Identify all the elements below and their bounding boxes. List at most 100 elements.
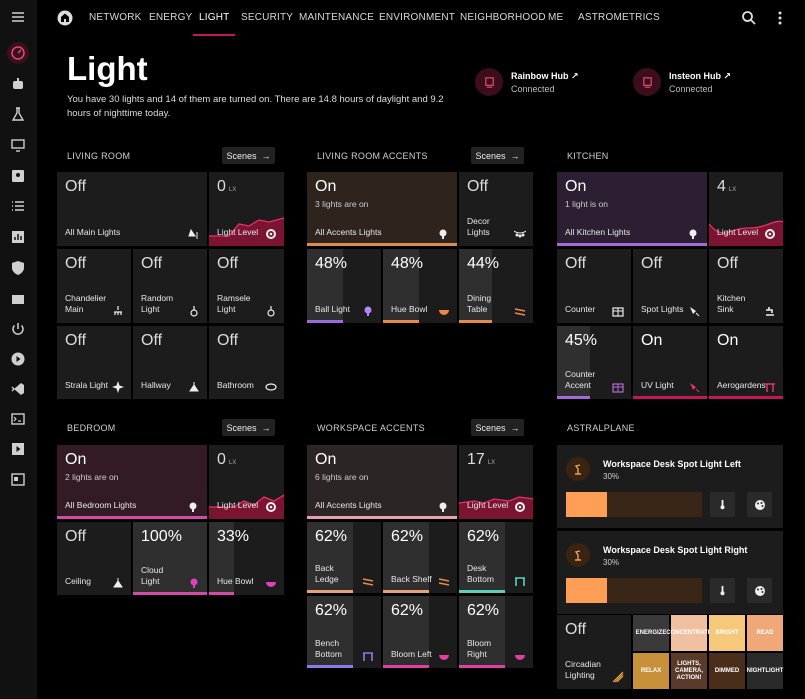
scene-relax[interactable]: RELAX [633,653,669,689]
strala-light-tile[interactable]: Off Strala Light [57,326,131,399]
kitchen-sink-tile[interactable]: Off Kitchen Sink [709,249,783,323]
power-icon[interactable] [7,318,29,340]
counter-tile[interactable]: Off Counter [557,249,631,323]
chandelier-main-tile[interactable]: Off Chandelier Main [57,249,131,323]
spot-light-left-card[interactable]: Workspace Desk Spot Light Left 30% [557,445,783,528]
scenes-button[interactable]: Scenes → [222,419,275,436]
hue-bowl-tile[interactable]: 48% Hue Bowl [383,249,457,323]
chart-box-icon[interactable] [7,226,29,248]
bathroom-tile[interactable]: Off Bathroom [209,326,284,399]
list-icon[interactable] [7,195,29,217]
spot-lights-tile[interactable]: Off Spot Lights [633,249,707,323]
play-circle-icon[interactable] [7,348,29,370]
ramsele-light-tile[interactable]: Off Ramsele Light [209,249,284,323]
led-strip-icon [362,574,374,586]
decor-lights-tile[interactable]: Off Decor Lights [459,172,533,246]
hacs-icon[interactable] [7,288,29,310]
brightness-slider[interactable] [566,578,702,603]
brightness-fill [459,596,505,668]
scenes-button[interactable]: Scenes → [471,147,524,164]
scene-energize[interactable]: ENERGIZE [633,615,669,651]
settings-icon[interactable] [265,227,277,239]
circadian-lighting-tile[interactable]: Off Circadian Lighting [557,615,631,689]
all-accents-lights-tile[interactable]: On 3 lights are on All Accents Lights [307,172,457,246]
tile-state: 48% [315,255,348,272]
brightness-slider[interactable] [566,492,702,517]
workspace-all-accents-tile[interactable]: On 6 lights are on All Accents Lights [307,445,457,519]
bloom-left-tile[interactable]: 62% Bloom Left [383,596,457,668]
tab-network[interactable]: NETWORK [89,12,142,23]
all-kitchen-lights-tile[interactable]: On 1 light is on All Kitchen Lights [557,172,707,246]
robot-icon[interactable] [7,73,29,95]
color-temperature-button[interactable] [710,492,735,517]
more-vertical-icon[interactable] [771,9,789,27]
uv-light-tile[interactable]: On UV Light [633,326,707,399]
back-ledge-tile[interactable]: 62% Back Ledge [307,522,381,593]
tab-environment[interactable]: ENVIRONMENT [379,12,456,23]
tab-astrometrics[interactable]: ASTROMETRICS [578,12,660,23]
bench-bottom-tile[interactable]: 62% Bench Bottom [307,596,381,668]
calendar-icon[interactable] [7,468,29,490]
bedroom-hue-bowl-tile[interactable]: 33% Hue Bowl [209,522,284,595]
back-shelf-tile[interactable]: 62% Back Shelf [383,522,457,593]
desk-lamp-icon [566,543,590,567]
settings-icon[interactable] [764,227,776,239]
monitor-icon[interactable] [7,134,29,156]
brightness-bar [459,590,505,593]
ceiling-tile[interactable]: Off Ceiling [57,522,131,595]
spot-light-right-card[interactable]: Workspace Desk Spot Light Right 30% [557,531,783,614]
all-bedroom-lights-tile[interactable]: On 2 lights are on All Bedroom Lights [57,445,207,519]
palette-button[interactable] [747,492,772,517]
workspace-light-level-tile[interactable]: 17 LX Light Level [459,445,533,519]
section-title-living-room: LIVING ROOM [67,151,131,161]
menu-icon[interactable] [7,6,29,28]
scenes-label: Scenes [475,150,506,161]
tab-security[interactable]: SECURITY [241,12,294,23]
terminal-icon[interactable] [7,408,29,430]
light-level-tile[interactable]: 0 LX Light Level [209,172,284,246]
vscode-icon[interactable] [7,378,29,400]
search-icon[interactable] [740,9,758,27]
settings-icon[interactable] [265,500,277,512]
all-main-lights-tile[interactable]: Off All Main Lights [57,172,207,246]
scene-dimmed[interactable]: DIMMED [709,653,745,689]
tile-state: Off [565,621,587,638]
counter-accent-tile[interactable]: 45% Counter Accent [557,326,631,399]
speedometer-icon[interactable] [7,42,29,64]
tile-label: Bloom Left [391,649,432,659]
account-box-icon[interactable] [7,165,29,187]
scenes-button[interactable]: Scenes → [222,147,275,164]
play-box-icon[interactable] [7,438,29,460]
cloud-light-tile[interactable]: 100% Cloud Light [133,522,207,595]
color-temperature-button[interactable] [710,578,735,603]
tile-label: All Kitchen Lights [565,227,631,237]
scene-bright[interactable]: BRIGHT [709,615,745,651]
desk-bottom-tile[interactable]: 62% Desk Bottom [459,522,533,593]
bloom-right-tile[interactable]: 62% Bloom Right [459,596,533,668]
scene-lights-camera-action[interactable]: LIGHTS, CAMERA, ACTION! [671,653,707,689]
shield-check-icon[interactable] [7,257,29,279]
home-icon[interactable] [56,9,74,27]
palette-button[interactable] [747,578,772,603]
tab-light[interactable]: LIGHT [192,0,237,36]
hallway-tile[interactable]: Off Hallway [133,326,207,399]
tab-me[interactable]: ME [548,12,564,23]
flask-icon[interactable] [7,103,29,125]
scenes-label: Scenes [475,422,506,433]
tab-neighborhood[interactable]: NEIGHBORHOOD [460,12,546,23]
bedroom-light-level-tile[interactable]: 0 LX Light Level [209,445,284,519]
scene-concentrate[interactable]: CONCENTRATE [666,615,712,651]
scenes-button[interactable]: Scenes → [471,419,524,436]
random-light-tile[interactable]: Off Random Light [133,249,207,323]
tab-maintenance[interactable]: MAINTENANCE [299,12,374,23]
ball-light-tile[interactable]: 48% Ball Light [307,249,381,323]
tab-energy[interactable]: ENERGY [149,12,193,23]
dining-table-tile[interactable]: 44% Dining Table [459,249,533,323]
scene-read[interactable]: READ [747,615,783,651]
kitchen-light-level-tile[interactable]: 4 LX Light Level [709,172,783,246]
settings-icon[interactable] [514,500,526,512]
aerogardens-tile[interactable]: On Aerogardens [709,326,783,399]
tile-label: Decor Lights [467,216,490,237]
tile-label: All Bedroom Lights [65,500,137,510]
scene-nightlight[interactable]: NIGHTLIGHT [747,653,783,689]
